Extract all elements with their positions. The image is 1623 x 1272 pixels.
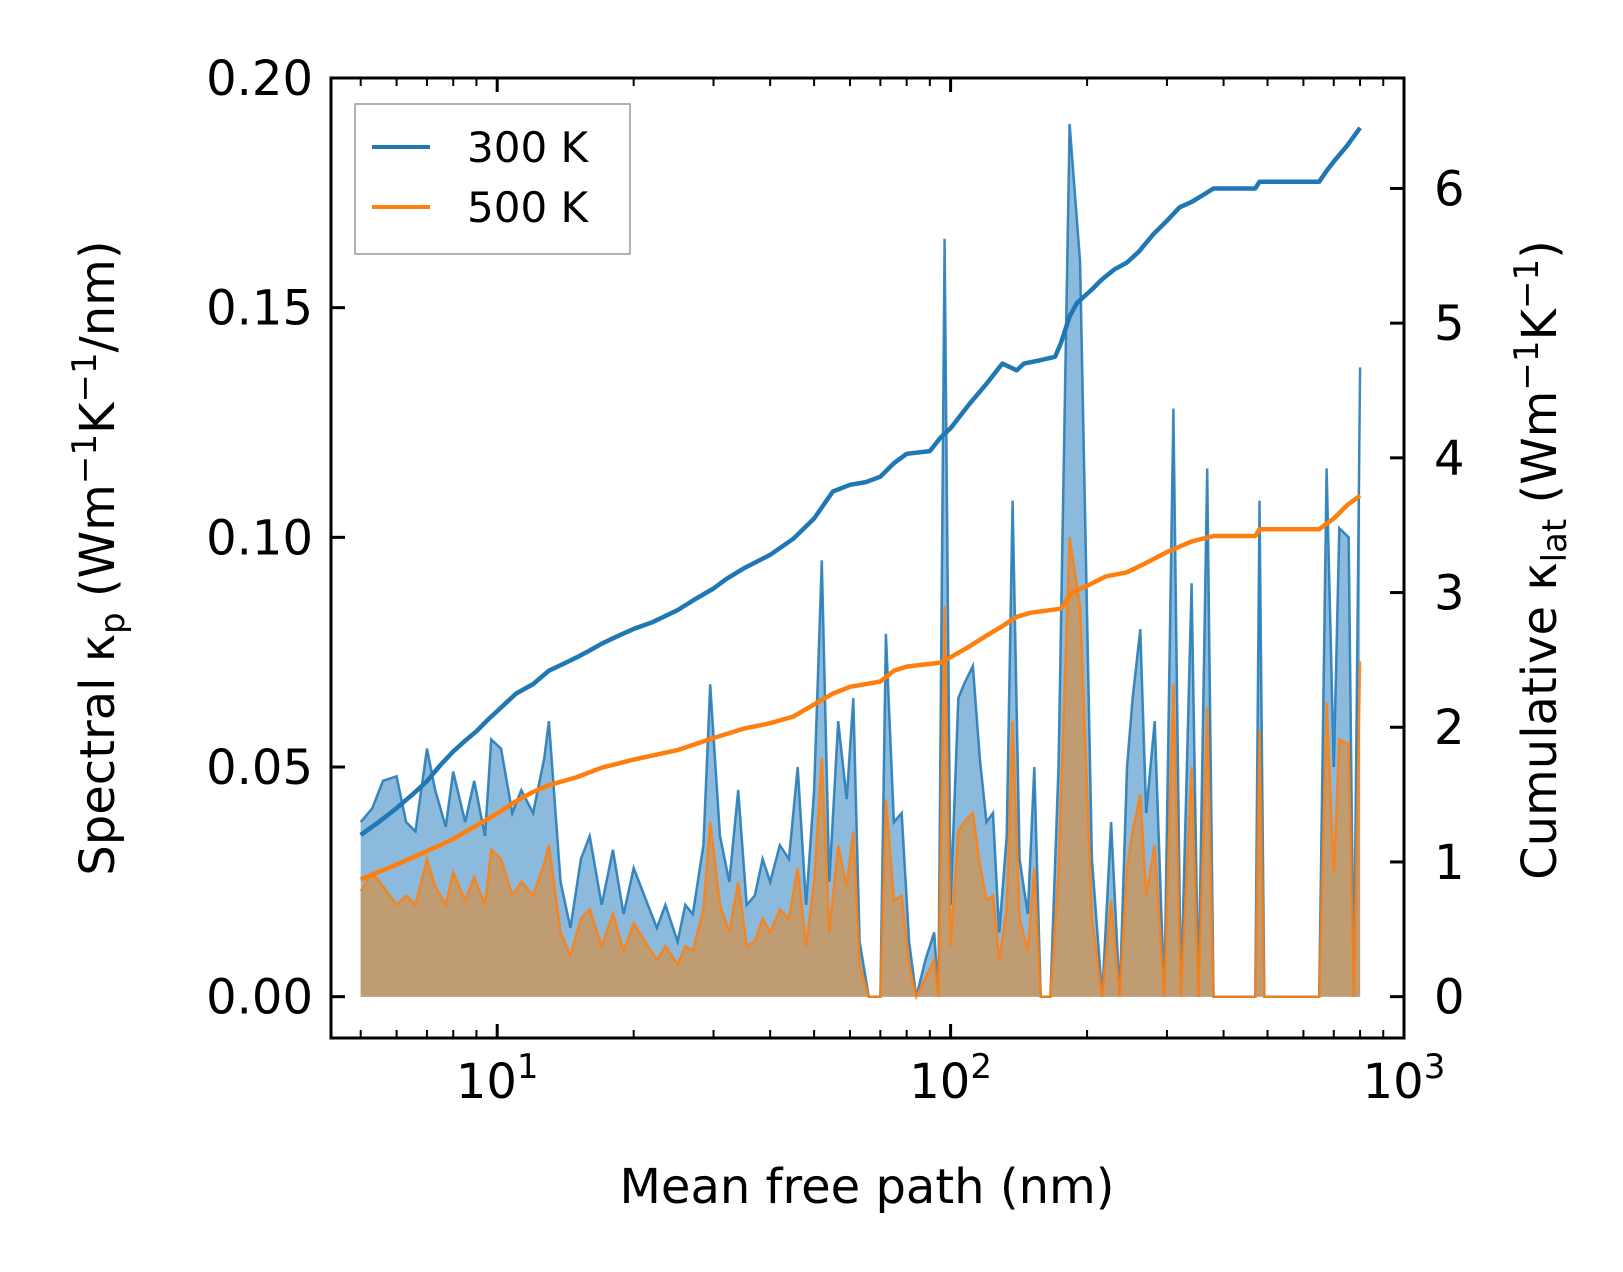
- legend-label-500k: 500 K: [467, 183, 590, 232]
- x-axis-title: Mean free path (nm): [620, 1159, 1115, 1215]
- y-right-tick-label: 3: [1434, 566, 1465, 622]
- x-tick-label: 103: [1363, 1047, 1446, 1110]
- y-right-tick-label: 4: [1434, 431, 1465, 487]
- legend-box: [354, 103, 631, 255]
- y-right-tick-label: 2: [1434, 700, 1465, 756]
- spectral-line-500k: [359, 537, 1362, 1001]
- spectral-area-500k: [360, 537, 1361, 997]
- legend: 300 K 500 K: [354, 103, 631, 255]
- plot-frame: [329, 76, 1406, 1040]
- y-axis-title-left: Spectral κp (Wm−1K−1/nm): [65, 240, 133, 875]
- y-right-tick-label: 0: [1434, 970, 1465, 1026]
- y-left-tick-label: 0.20: [206, 51, 313, 107]
- y-left-tick-label: 0.05: [206, 740, 313, 796]
- y-left-tick-label: 0.15: [206, 281, 313, 337]
- x-tick-label: 102: [909, 1047, 992, 1110]
- y-left-tick-label: 0.00: [206, 970, 313, 1026]
- x-tick-label: 101: [456, 1047, 539, 1110]
- y-right-tick-label: 5: [1434, 296, 1465, 352]
- y-right-tick-label: 6: [1434, 161, 1465, 217]
- tick-layer: 101 102 103 0.00 0.05 0.10 0.15 0.20 0 1 2 3 4 5 6: [206, 51, 1464, 1110]
- spectral-fill-layer: [359, 123, 1362, 1001]
- legend-label-300k: 300 K: [467, 123, 590, 172]
- cumulative-line-500k: [359, 493, 1362, 882]
- series-line-layer: [359, 126, 1362, 882]
- cumulative-line-300k: [359, 126, 1362, 837]
- y-right-tick-label: 1: [1434, 835, 1465, 891]
- y-left-tick-label: 0.10: [206, 510, 313, 566]
- y-axis-title-right: Cumulative κlat (Wm−1K−1): [1507, 240, 1575, 880]
